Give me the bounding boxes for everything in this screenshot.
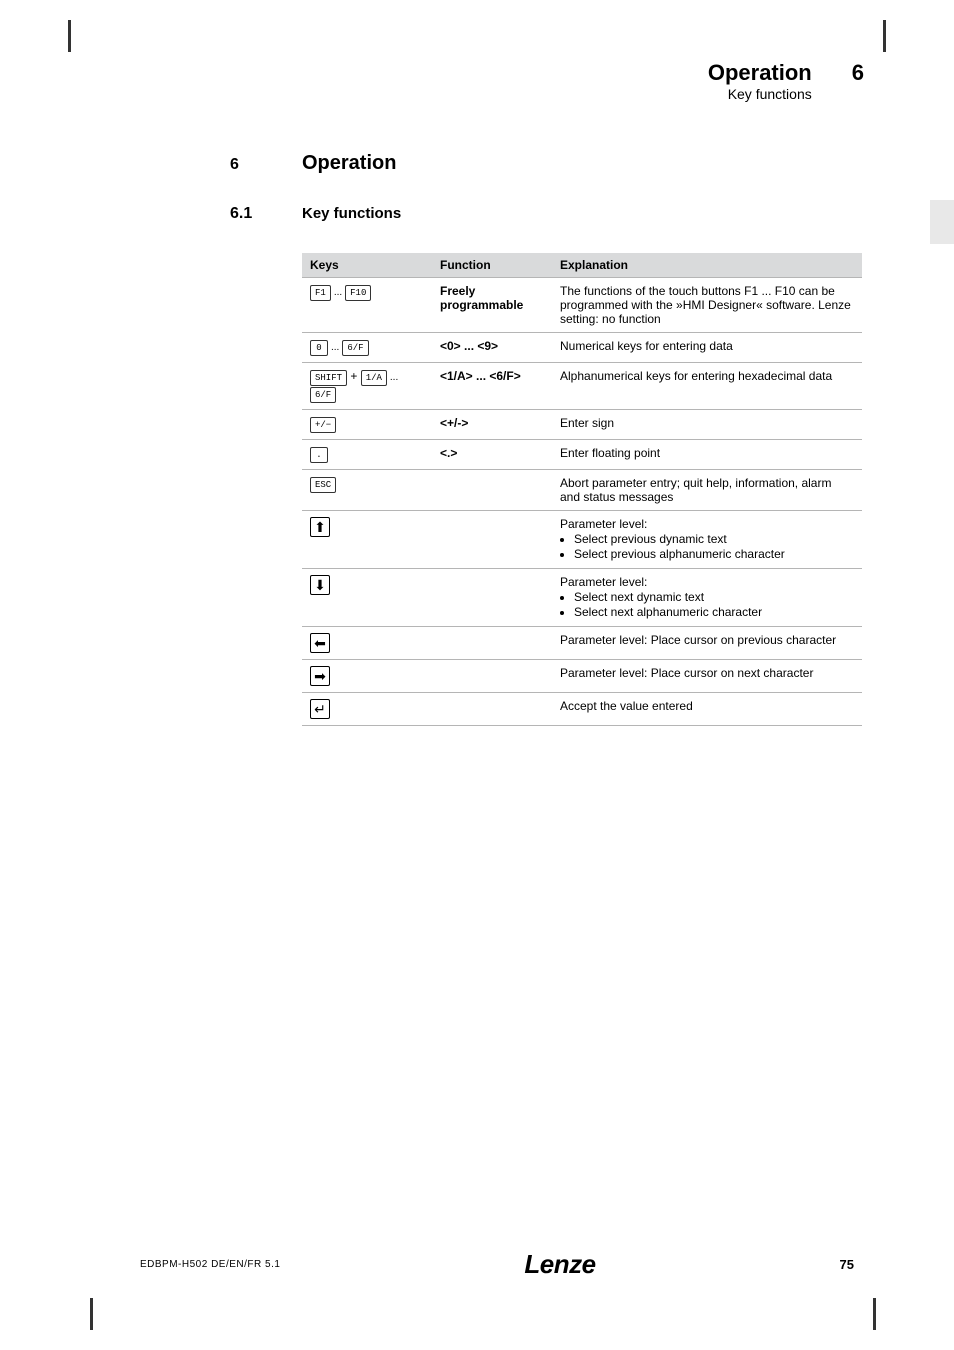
cell-keys: +/− bbox=[302, 410, 432, 440]
table-header-row: Keys Function Explanation bbox=[302, 253, 862, 278]
cell-function bbox=[432, 693, 552, 726]
table-row: ESC Abort parameter entry; quit help, inf… bbox=[302, 470, 862, 511]
cell-keys: ⬅ bbox=[302, 627, 432, 660]
cell-function bbox=[432, 569, 552, 627]
cell-keys: ➡ bbox=[302, 660, 432, 693]
cell-function: <+/-> bbox=[432, 410, 552, 440]
cell-function bbox=[432, 511, 552, 569]
header-title: Operation bbox=[708, 60, 812, 86]
cell-keys: 0...6/F bbox=[302, 333, 432, 363]
crop-mark bbox=[68, 20, 71, 52]
cell-explanation: Parameter level:Select next dynamic text… bbox=[552, 569, 862, 627]
cell-keys: ⬇ bbox=[302, 569, 432, 627]
cell-explanation: The functions of the touch buttons F1 ..… bbox=[552, 278, 862, 333]
col-keys: Keys bbox=[302, 253, 432, 278]
cell-keys: ⬆ bbox=[302, 511, 432, 569]
header-subtitle: Key functions bbox=[708, 86, 812, 102]
cell-explanation: Alphanumerical keys for entering hexadec… bbox=[552, 363, 862, 410]
cell-keys: . bbox=[302, 440, 432, 470]
thumb-index bbox=[930, 200, 954, 247]
footer-brand: Lenze bbox=[524, 1249, 595, 1280]
cell-function bbox=[432, 470, 552, 511]
cell-function: <1/A> ... <6/F> bbox=[432, 363, 552, 410]
cell-function bbox=[432, 660, 552, 693]
table-row: ⬆ Parameter level:Select previous dynamic… bbox=[302, 511, 862, 569]
section-heading-2: 6.1 Key functions bbox=[230, 205, 864, 223]
cell-explanation: Enter sign bbox=[552, 410, 862, 440]
section-title: Key functions bbox=[302, 205, 401, 222]
cell-keys: ESC bbox=[302, 470, 432, 511]
table-row: ➡ Parameter level: Place cursor on next c… bbox=[302, 660, 862, 693]
left-arrow-icon: ⬅ bbox=[310, 633, 330, 653]
cell-keys: SHIFT + 1/A...6/F bbox=[302, 363, 432, 410]
page: Operation Key functions 6 6 Operation 6.… bbox=[0, 0, 954, 1350]
section-number: 6 bbox=[230, 156, 302, 174]
cell-explanation: Abort parameter entry; quit help, inform… bbox=[552, 470, 862, 511]
cell-function: <0> ... <9> bbox=[432, 333, 552, 363]
cell-explanation: Accept the value entered bbox=[552, 693, 862, 726]
crop-mark bbox=[883, 20, 886, 52]
table-row: ⬇ Parameter level:Select next dynamic tex… bbox=[302, 569, 862, 627]
table-row: F1...F10Freely programmableThe functions… bbox=[302, 278, 862, 333]
cell-keys: F1...F10 bbox=[302, 278, 432, 333]
cell-explanation: Enter floating point bbox=[552, 440, 862, 470]
crop-mark bbox=[873, 1298, 876, 1330]
enter-icon: ↵ bbox=[310, 699, 330, 719]
table-row: ↵ Accept the value entered bbox=[302, 693, 862, 726]
cell-explanation: Parameter level: Place cursor on previou… bbox=[552, 627, 862, 660]
cell-keys: ↵ bbox=[302, 693, 432, 726]
footer-page-number: 75 bbox=[840, 1257, 854, 1272]
page-footer: EDBPM-H502 DE/EN/FR 5.1 Lenze 75 bbox=[140, 1249, 854, 1280]
header-chapter-number: 6 bbox=[852, 60, 864, 86]
table-row: ⬅ Parameter level: Place cursor on previo… bbox=[302, 627, 862, 660]
cell-function bbox=[432, 627, 552, 660]
right-arrow-icon: ➡ bbox=[310, 666, 330, 686]
section-heading-1: 6 Operation bbox=[230, 152, 864, 175]
col-function: Function bbox=[432, 253, 552, 278]
section-number: 6.1 bbox=[230, 205, 302, 223]
header-titles: Operation Key functions bbox=[708, 60, 812, 102]
cell-explanation: Parameter level:Select previous dynamic … bbox=[552, 511, 862, 569]
table-row: 0...6/F<0> ... <9>Numerical keys for ent… bbox=[302, 333, 862, 363]
table-row: .<.>Enter floating point bbox=[302, 440, 862, 470]
cell-function: <.> bbox=[432, 440, 552, 470]
table-row: +/−<+/->Enter sign bbox=[302, 410, 862, 440]
up-arrow-icon: ⬆ bbox=[310, 517, 330, 537]
key-functions-table: Keys Function Explanation F1...F10Freely… bbox=[302, 253, 862, 726]
page-header: Operation Key functions 6 bbox=[90, 60, 864, 102]
footer-docid: EDBPM-H502 DE/EN/FR 5.1 bbox=[140, 1259, 280, 1270]
crop-mark bbox=[90, 1298, 93, 1330]
section-title: Operation bbox=[302, 152, 396, 175]
cell-explanation: Parameter level: Place cursor on next ch… bbox=[552, 660, 862, 693]
down-arrow-icon: ⬇ bbox=[310, 575, 330, 595]
table-row: SHIFT + 1/A...6/F<1/A> ... <6/F>Alphanum… bbox=[302, 363, 862, 410]
col-explanation: Explanation bbox=[552, 253, 862, 278]
cell-explanation: Numerical keys for entering data bbox=[552, 333, 862, 363]
cell-function: Freely programmable bbox=[432, 278, 552, 333]
